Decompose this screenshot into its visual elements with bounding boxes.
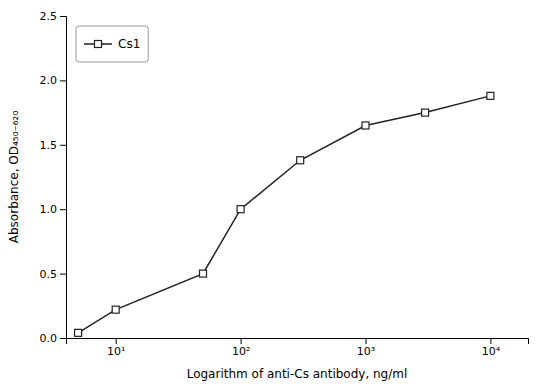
tick-label: 1.5 [40, 139, 58, 152]
axis-line [67, 339, 529, 345]
legend-label: Cs1 [118, 37, 140, 51]
legend-item: Cs1 [84, 37, 140, 51]
tick: 10⁴ [482, 338, 501, 358]
tick: 0.0 [40, 332, 67, 345]
tick-mark [60, 80, 66, 81]
tick: 1.5 [40, 139, 67, 152]
tick-label: 1.0 [40, 203, 58, 216]
tick-label: 0.0 [40, 332, 58, 345]
tick-label: 10² [232, 345, 250, 358]
point [112, 306, 119, 313]
legend: Cs1 [76, 26, 148, 62]
y-axis: 0.0 0.5 1.0 1.5 2.0 2.5 [40, 10, 67, 345]
tick-mark [60, 338, 66, 339]
tick-mark [60, 16, 66, 17]
tick-mark [366, 338, 367, 344]
point [200, 270, 207, 277]
point [75, 329, 82, 336]
tick: 2.5 [40, 10, 67, 23]
tick-mark [60, 209, 66, 210]
plot-area: 10¹ 10² 10³ 10⁴ 0.0 0.5 1.0 1.5 2.0 2.5 Logarithm … [7, 10, 529, 381]
tick-label: 10³ [357, 345, 375, 358]
chart: 10¹ 10² 10³ 10⁴ 0.0 0.5 1.0 1.5 2.0 2.5 Logarithm … [0, 0, 550, 390]
tick-mark [490, 338, 491, 344]
legend-marker [95, 41, 102, 48]
tick-label: 2.5 [40, 10, 58, 23]
tick-mark [241, 338, 242, 344]
tick-mark [116, 338, 117, 344]
tick: 10³ [357, 338, 375, 358]
point [362, 122, 369, 129]
tick-mark [60, 274, 66, 275]
tick: 10² [232, 338, 250, 358]
tick: 2.0 [40, 74, 67, 87]
point [487, 92, 494, 99]
tick-label: 10¹ [107, 345, 125, 358]
tick: 1.0 [40, 203, 67, 216]
tick-label: 2.0 [40, 74, 58, 87]
tick-label: 0.5 [40, 268, 58, 281]
tick: 0.5 [40, 268, 67, 281]
x-axis-title: Logarithm of anti-Cs antibody, ng/ml [187, 367, 408, 381]
axis-line [60, 17, 67, 339]
legend-box [76, 26, 148, 62]
point [422, 109, 429, 116]
tick: 10¹ [107, 338, 125, 358]
tick-label: 10⁴ [482, 345, 501, 358]
marks [75, 92, 494, 336]
x-axis: 10¹ 10² 10³ 10⁴ [67, 338, 529, 358]
line [78, 96, 490, 333]
point [237, 206, 244, 213]
y-axis-title: Absorbance, OD₄₅₀₋₆₂₀ [7, 111, 21, 244]
tick-mark [60, 145, 66, 146]
point [297, 157, 304, 164]
